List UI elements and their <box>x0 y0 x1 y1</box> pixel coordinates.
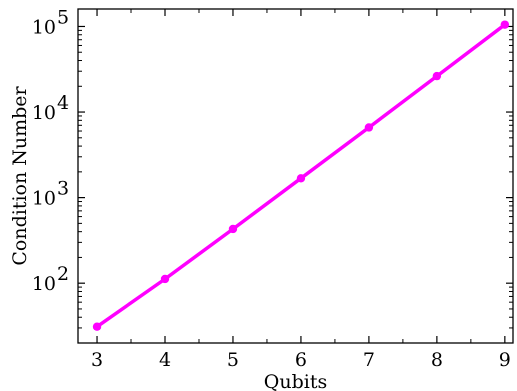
y-tick-label-0: 10 <box>32 273 56 295</box>
x-tick-label-3: 6 <box>295 349 307 371</box>
data-point-1 <box>160 274 170 284</box>
x-tick-label-1: 4 <box>159 349 171 371</box>
series-points <box>92 20 510 331</box>
y-tick-exponent-0: 2 <box>57 263 69 285</box>
y-tick-exponent-1: 3 <box>57 178 69 200</box>
plot-frame <box>77 8 514 344</box>
y-tick-label-2: 10 <box>32 102 56 124</box>
major-ticks <box>78 9 513 343</box>
y-tick-exponent-2: 4 <box>57 92 69 114</box>
x-tick-label-0: 3 <box>91 349 103 371</box>
data-point-3 <box>296 174 306 183</box>
y-tick-label-3: 10 <box>32 16 56 38</box>
x-tick-label-4: 7 <box>363 349 375 371</box>
x-tick-label-5: 8 <box>431 349 443 371</box>
data-point-2 <box>228 224 238 234</box>
minor-ticks <box>78 9 513 344</box>
y-tick-exponent-3: 5 <box>57 6 69 28</box>
x-axis-title: Qubits <box>264 371 327 391</box>
x-tick-labels: 3 4 5 6 7 8 9 <box>91 349 511 371</box>
x-tick-label-6: 9 <box>499 349 511 371</box>
y-axis-title: Condition Number <box>9 85 31 265</box>
x-tick-label-2: 5 <box>227 349 239 371</box>
y-tick-label-1: 10 <box>32 188 56 210</box>
data-point-0 <box>92 322 102 331</box>
data-point-4 <box>364 123 374 132</box>
data-point-5 <box>432 71 442 81</box>
data-point-6 <box>500 20 510 29</box>
